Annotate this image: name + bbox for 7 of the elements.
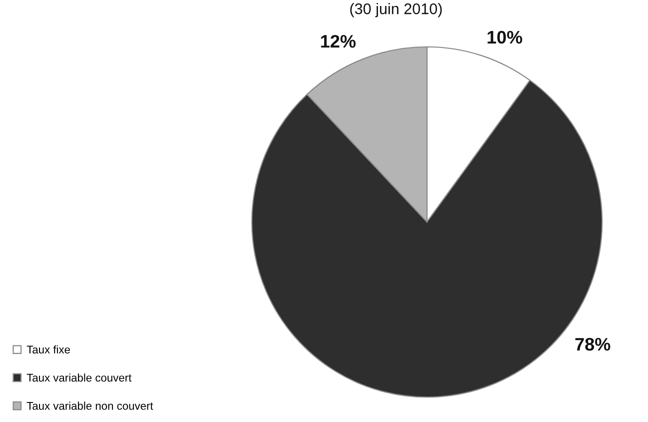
- legend-label: Taux fixe: [26, 345, 70, 354]
- data-label: 10%: [488, 30, 522, 44]
- data-label: 12%: [321, 34, 356, 48]
- legend-label: Taux variable non couvert: [26, 402, 154, 410]
- chart-title: (30 juin 2010): [350, 3, 442, 18]
- data-label: 78%: [575, 338, 610, 351]
- legend-label: Taux variable couvert: [26, 374, 132, 382]
